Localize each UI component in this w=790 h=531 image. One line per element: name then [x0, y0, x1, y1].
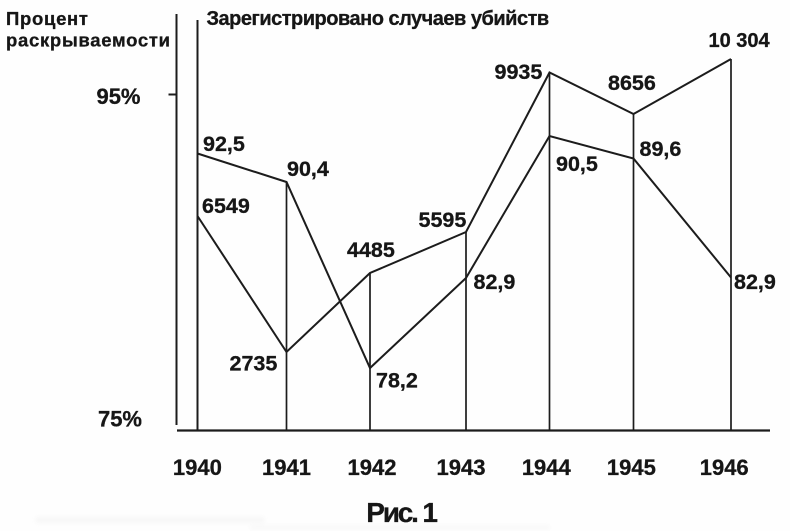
svg-text:10 304: 10 304: [709, 30, 771, 52]
svg-text:Процент: Процент: [6, 8, 89, 29]
svg-text:1942: 1942: [348, 455, 397, 480]
svg-text:82,9: 82,9: [474, 270, 516, 294]
svg-text:1944: 1944: [522, 455, 572, 480]
svg-text:6549: 6549: [202, 194, 250, 218]
svg-text:1943: 1943: [437, 455, 486, 480]
svg-text:95%: 95%: [96, 84, 140, 109]
svg-text:раскрываемости: раскрываемости: [6, 30, 171, 51]
svg-text:1940: 1940: [173, 455, 222, 480]
svg-text:92,5: 92,5: [203, 132, 245, 156]
svg-text:78,2: 78,2: [376, 369, 418, 393]
svg-text:82,9: 82,9: [734, 270, 776, 294]
svg-text:Зарегистрировано случаев убийс: Зарегистрировано случаев убийств: [207, 8, 549, 30]
svg-text:9935: 9935: [495, 60, 543, 84]
svg-text:5595: 5595: [419, 208, 467, 232]
svg-text:1945: 1945: [607, 455, 656, 480]
svg-text:90,5: 90,5: [556, 152, 598, 176]
svg-text:89,6: 89,6: [640, 137, 682, 161]
svg-text:2735: 2735: [230, 352, 278, 376]
svg-text:90,4: 90,4: [287, 157, 329, 181]
svg-text:75%: 75%: [98, 407, 142, 432]
svg-text:8656: 8656: [608, 71, 656, 95]
svg-text:1941: 1941: [262, 455, 311, 480]
svg-text:1946: 1946: [700, 455, 749, 480]
svg-text:4485: 4485: [347, 238, 395, 262]
svg-text:Рис. 1: Рис. 1: [366, 497, 437, 528]
